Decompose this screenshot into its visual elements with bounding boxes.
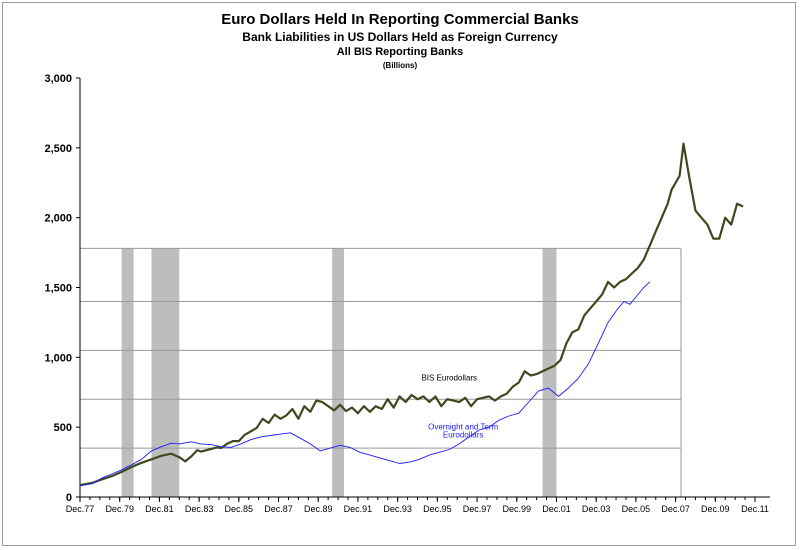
x-tick-label-15: Dec.07	[661, 504, 690, 514]
x-tick-label-5: Dec.87	[264, 504, 293, 514]
y-tick-label-4: 2,000	[44, 213, 72, 225]
x-tick-label-9: Dec.95	[423, 504, 452, 514]
x-tick-label-3: Dec.83	[185, 504, 214, 514]
chart-titles: Euro Dollars Held In Reporting Commercia…	[0, 10, 800, 71]
annotation-1: Overnight and Term	[428, 423, 498, 432]
x-tick-label-13: Dec.03	[582, 504, 611, 514]
y-tick-label-5: 2,500	[44, 143, 72, 155]
x-tick-label-1: Dec.79	[105, 504, 134, 514]
x-tick-label-0: Dec.77	[66, 504, 95, 514]
y-tick-label-3: 1,500	[44, 283, 72, 295]
annotations: BIS Eurodollars Overnight and TermEurodol…	[421, 373, 498, 439]
recession-band-2	[332, 248, 345, 497]
series-line-1	[79, 281, 651, 487]
chart-subtitle: Bank Liabilities in US Dollars Held as F…	[242, 30, 558, 44]
y-tick-label-0: 0	[66, 492, 72, 504]
annotation-2: Eurodollars	[443, 431, 483, 440]
x-tick-label-4: Dec.85	[225, 504, 254, 514]
series-line-0	[79, 142, 744, 487]
annotation-0: BIS Eurodollars	[421, 373, 477, 382]
recession-band-3	[542, 248, 557, 497]
x-tick-label-12: Dec.01	[542, 504, 571, 514]
x-tick-label-2: Dec.81	[145, 504, 174, 514]
axes	[76, 77, 770, 502]
y-tick-label-2: 1,000	[44, 352, 72, 364]
x-tick-label-7: Dec.91	[344, 504, 373, 514]
tick-labels: 0 500 1,000 1,500 2,000 2,500 3,000 Dec.77 Dec.7…	[44, 73, 768, 514]
recession-band-1	[151, 248, 180, 497]
x-tick-label-16: Dec.09	[701, 504, 730, 514]
chart-subtitle-2: All BIS Reporting Banks	[336, 46, 464, 58]
x-tick-label-11: Dec.99	[503, 504, 532, 514]
x-tick-label-14: Dec.05	[622, 504, 651, 514]
chart-title: Euro Dollars Held In Reporting Commercia…	[221, 11, 579, 28]
series-lines	[79, 142, 744, 487]
recession-band-0	[121, 248, 134, 497]
grid-lines	[80, 247, 682, 497]
chart-units: (Billions)	[382, 61, 418, 70]
x-tick-label-17: Dec.11	[741, 504, 769, 514]
x-tick-label-8: Dec.93	[383, 504, 412, 514]
y-tick-label-6: 3,000	[44, 73, 72, 85]
y-tick-label-1: 500	[54, 422, 72, 434]
x-tick-label-10: Dec.97	[463, 504, 492, 514]
x-tick-label-6: Dec.89	[304, 504, 333, 514]
